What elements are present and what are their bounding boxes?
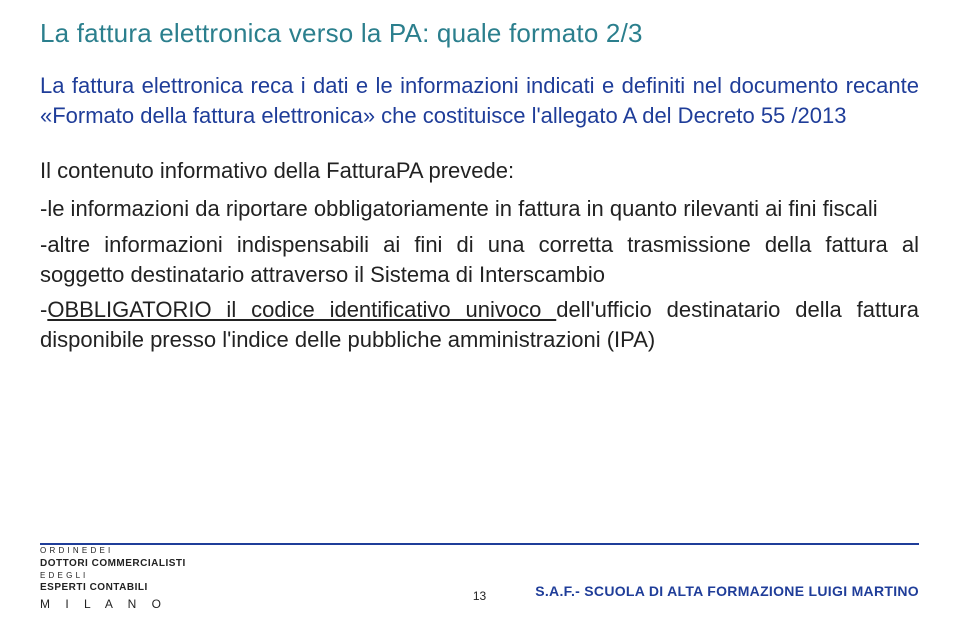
logo-top-line: O R D I N E D E I [40, 546, 240, 555]
bullet-2: -altre informazioni indispensabili ai fi… [40, 230, 919, 289]
logo-line-1: DOTTORI COMMERCIALISTI [40, 558, 240, 569]
footer-rule [40, 543, 919, 545]
slide: La fattura elettronica verso la PA: qual… [0, 0, 959, 621]
logo-city: M I L A N O [40, 597, 240, 611]
body-text: -le informazioni da riportare obbligator… [40, 194, 919, 354]
footer-right-text: S.A.F.- SCUOLA DI ALTA FORMAZIONE LUIGI … [535, 583, 919, 599]
subheading: Il contenuto informativo della FatturaPA… [40, 158, 919, 184]
bullet-3: -OBBLIGATORIO il codice identificativo u… [40, 295, 919, 354]
page-number: 13 [473, 589, 486, 603]
logo-line-2: E D E G L I [40, 571, 240, 580]
bullet-1: -le informazioni da riportare obbligator… [40, 194, 919, 224]
oblig-underlined: OBBLIGATORIO il codice identificativo un… [47, 297, 556, 322]
footer: O R D I N E D E I DOTTORI COMMERCIALISTI… [0, 543, 959, 621]
footer-logo: O R D I N E D E I DOTTORI COMMERCIALISTI… [40, 546, 240, 611]
slide-title: La fattura elettronica verso la PA: qual… [40, 18, 919, 49]
lead-paragraph: La fattura elettronica reca i dati e le … [40, 71, 919, 130]
logo-line-3: ESPERTI CONTABILI [40, 582, 240, 593]
